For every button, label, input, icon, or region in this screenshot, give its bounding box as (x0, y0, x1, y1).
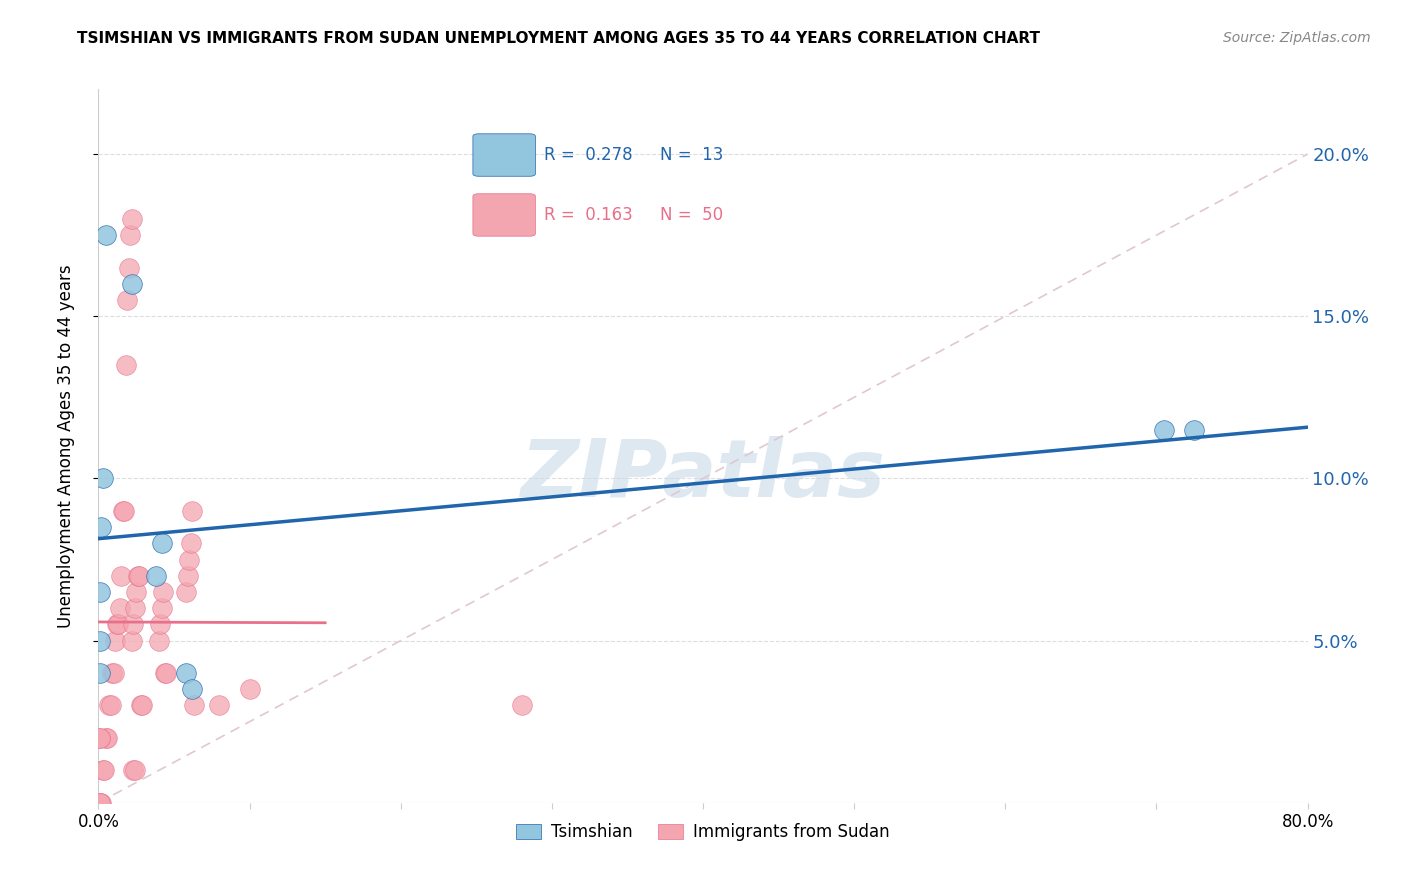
Point (122, 764, 145, 778)
Point (180, 536, 202, 550)
Point (89, 585, 111, 599)
Point (89, 666, 111, 681)
Point (1182, 423, 1205, 437)
Point (101, 666, 124, 681)
Point (149, 617, 172, 632)
Point (131, 698, 153, 713)
Point (122, 617, 145, 632)
Point (94, 228, 117, 243)
Point (121, 211, 143, 226)
Point (174, 666, 197, 681)
Point (91, 764, 114, 778)
Point (89, 731, 111, 745)
Text: TSIMSHIAN VS IMMIGRANTS FROM SUDAN UNEMPLOYMENT AMONG AGES 35 TO 44 YEARS CORREL: TSIMSHIAN VS IMMIGRANTS FROM SUDAN UNEMP… (77, 31, 1040, 46)
Point (93, 764, 115, 778)
Point (127, 568, 149, 582)
Point (105, 617, 128, 632)
Point (148, 633, 170, 648)
Text: Source: ZipAtlas.com: Source: ZipAtlas.com (1223, 31, 1371, 45)
Point (103, 666, 125, 681)
Point (152, 585, 174, 599)
Point (90, 796, 112, 810)
Point (129, 698, 152, 713)
Point (125, 585, 148, 599)
Point (89, 731, 111, 745)
Point (89, 796, 111, 810)
Point (121, 277, 143, 291)
Point (100, 698, 122, 713)
Point (150, 536, 173, 550)
Point (176, 568, 198, 582)
Point (128, 568, 150, 582)
Point (150, 601, 173, 615)
Point (89, 796, 111, 810)
Point (181, 504, 204, 518)
Point (153, 666, 176, 681)
Point (96, 731, 118, 745)
Point (181, 682, 204, 697)
Point (89, 633, 111, 648)
Point (124, 764, 146, 778)
Point (155, 666, 177, 681)
Point (107, 617, 129, 632)
Legend: Tsimshian, Immigrants from Sudan: Tsimshian, Immigrants from Sudan (510, 817, 896, 848)
Point (510, 698, 533, 713)
Point (120, 228, 142, 243)
Point (1153, 423, 1175, 437)
Text: ZIPatlas: ZIPatlas (520, 435, 886, 514)
Point (121, 633, 143, 648)
Point (124, 601, 146, 615)
Point (108, 601, 131, 615)
Point (91, 471, 114, 485)
Point (145, 568, 167, 582)
Point (104, 633, 127, 648)
Point (118, 260, 141, 275)
Point (114, 358, 136, 372)
Point (110, 568, 132, 582)
Point (98, 698, 121, 713)
Point (115, 293, 138, 307)
Point (112, 504, 135, 518)
Point (174, 585, 197, 599)
Point (179, 552, 201, 566)
Point (90, 520, 112, 534)
Point (183, 698, 205, 713)
Point (239, 682, 262, 697)
Point (111, 504, 134, 518)
Y-axis label: Unemployment Among Ages 35 to 44 years: Unemployment Among Ages 35 to 44 years (56, 264, 75, 628)
Point (208, 698, 231, 713)
Point (94, 731, 117, 745)
